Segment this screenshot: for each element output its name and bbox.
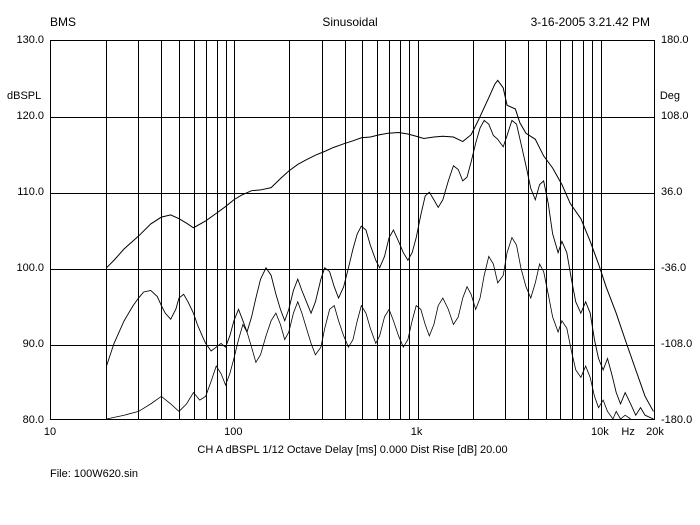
grid-line-vertical [546, 41, 547, 419]
grid-line-horizontal [51, 193, 654, 194]
header-right: 3-16-2005 3.21.42 PM [531, 15, 650, 29]
y-left-label: dBSPL [7, 90, 41, 102]
ytick-right: 36.0 [661, 186, 682, 198]
grid-line-vertical [400, 41, 401, 419]
grid-line-vertical [389, 41, 390, 419]
grid-line-horizontal [51, 269, 654, 270]
grid-line-vertical [409, 41, 410, 419]
grid-line-vertical [473, 41, 474, 419]
grid-line-vertical [528, 41, 529, 419]
grid-line-vertical [217, 41, 218, 419]
grid-line-vertical [505, 41, 506, 419]
ytick-right: -108.0 [661, 338, 692, 350]
xtick-label: 100 [224, 426, 242, 438]
ytick-left: 130.0 [0, 34, 44, 46]
series-noise-low [106, 238, 630, 419]
grid-line-vertical [322, 41, 323, 419]
grid-line-vertical [234, 41, 235, 419]
x-unit-label: Hz [621, 426, 634, 438]
grid-line-vertical [138, 41, 139, 419]
grid-line-vertical [106, 41, 107, 419]
grid-line-vertical [377, 41, 378, 419]
ytick-right: 108.0 [661, 110, 689, 122]
grid-line-vertical [592, 41, 593, 419]
grid-line-vertical [601, 41, 602, 419]
grid-line-vertical [572, 41, 573, 419]
ytick-left: 100.0 [0, 262, 44, 274]
grid-line-vertical [194, 41, 195, 419]
grid-line-vertical [560, 41, 561, 419]
ytick-right: -36.0 [661, 262, 686, 274]
grid-line-vertical [206, 41, 207, 419]
y-right-label: Deg [660, 90, 680, 102]
plot-area [50, 40, 655, 420]
ytick-right: -180.0 [661, 414, 692, 426]
xtick-label: 1k [411, 426, 423, 438]
xtick-label: 10 [44, 426, 56, 438]
grid-line-vertical [583, 41, 584, 419]
footer-line1: CH A dBSPL 1/12 Octave Delay [ms] 0.000 … [50, 444, 655, 456]
ytick-left: 110.0 [0, 186, 44, 198]
series-spl-smooth [106, 80, 653, 411]
xtick-label: 20k [646, 426, 664, 438]
ytick-left: 120.0 [0, 110, 44, 122]
grid-line-vertical [362, 41, 363, 419]
xtick-label: 10k [591, 426, 609, 438]
grid-line-vertical [161, 41, 162, 419]
ytick-left: 80.0 [0, 414, 44, 426]
ytick-right: 180.0 [661, 34, 689, 46]
footer-line2: File: 100W620.sin [50, 468, 138, 480]
grid-line-vertical [289, 41, 290, 419]
grid-line-horizontal [51, 345, 654, 346]
chart-traces [51, 41, 654, 419]
grid-line-vertical [345, 41, 346, 419]
grid-line-vertical [418, 41, 419, 419]
grid-line-horizontal [51, 117, 654, 118]
grid-line-vertical [226, 41, 227, 419]
ytick-left: 90.0 [0, 338, 44, 350]
grid-line-vertical [179, 41, 180, 419]
